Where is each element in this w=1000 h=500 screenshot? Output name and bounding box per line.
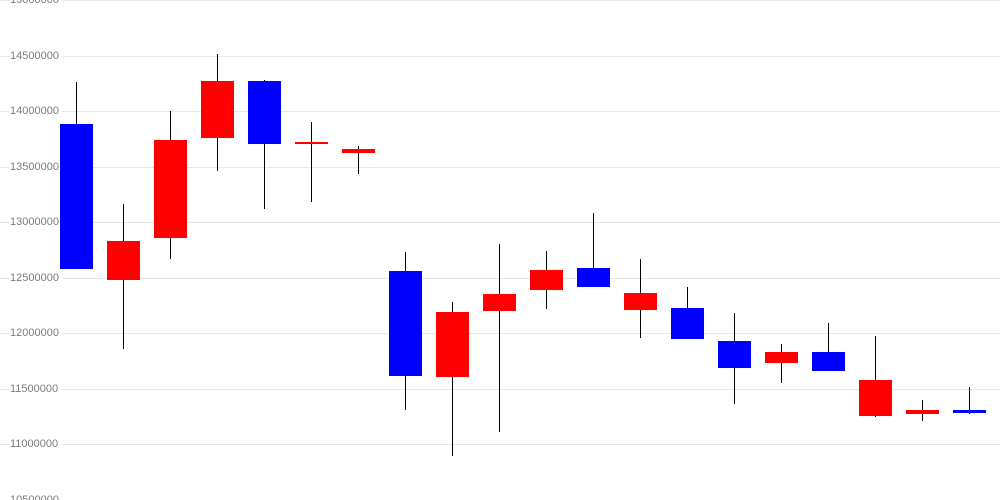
candle-body [953,410,986,413]
candle-wick [781,344,782,383]
candle-body [389,271,422,375]
y-axis-label: 12000000 [10,327,62,339]
y-axis-label: 11500000 [10,383,61,395]
candle-body [436,312,469,376]
y-axis-label: 14000000 [10,105,62,117]
gridline [0,389,1000,390]
gridline [0,222,1000,223]
candle-body [483,294,516,311]
gridline [0,0,1000,1]
y-axis-label: 11000000 [10,438,61,450]
candlestick-chart: 10500000 11000000 11500000 12000000 12500000… [0,0,1000,500]
candle-body [60,124,93,268]
y-axis-label: 14500000 [10,50,62,62]
gridline [0,278,1000,279]
candle-body [107,241,140,280]
gridline [0,111,1000,112]
candle-body [342,149,375,153]
gridline [0,167,1000,168]
gridline [0,444,1000,445]
candle-body [577,268,610,287]
y-axis-label: 10500000 [10,494,62,500]
y-axis-label: 13500000 [10,161,62,173]
y-axis-label: 13000000 [10,216,62,228]
candle-wick [311,122,312,202]
y-axis-label: 15000000 [10,0,62,6]
candle-body [530,270,563,290]
candle-body [859,380,892,416]
candle-body [718,341,751,368]
candle-body [624,293,657,310]
candle-body [248,81,281,144]
candle-body [906,410,939,414]
candle-body [765,352,798,363]
y-axis-label: 12500000 [10,272,62,284]
candle-body [295,142,328,144]
candle-wick [499,244,500,432]
candle-body [671,308,704,339]
candle-body [201,81,234,138]
candle-body [154,140,187,238]
candle-body [812,352,845,371]
gridline [0,56,1000,57]
gridline [0,333,1000,334]
